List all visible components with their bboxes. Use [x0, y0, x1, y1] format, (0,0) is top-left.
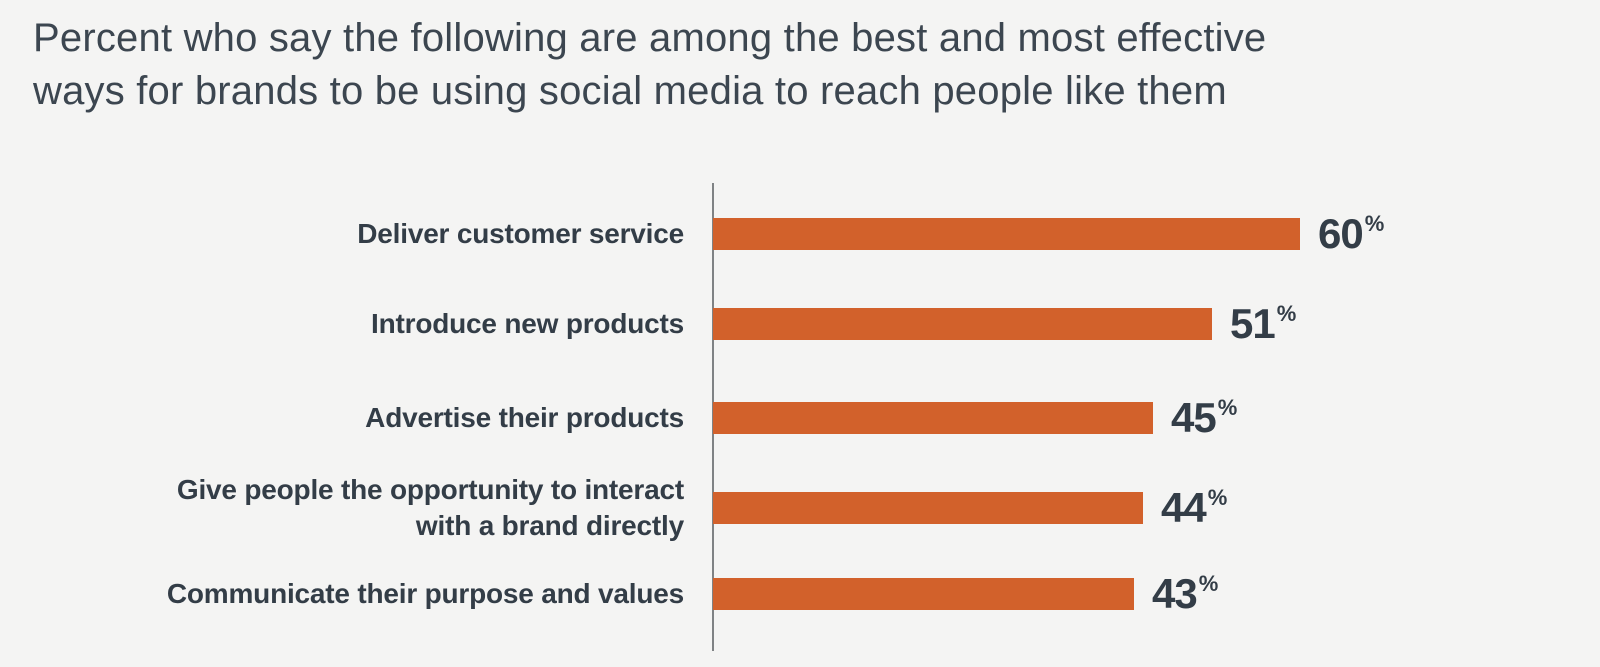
category-label: Introduce new products [371, 308, 684, 339]
chart-title: Percent who say the following are among … [33, 12, 1266, 118]
percent-sign: % [1198, 571, 1219, 596]
percent-sign: % [1364, 211, 1385, 236]
bar [713, 218, 1300, 250]
percent-sign: % [1276, 301, 1297, 326]
percent-sign: % [1207, 485, 1228, 510]
value-label: 44% [1161, 487, 1227, 529]
bar [713, 402, 1153, 434]
value-label: 45% [1171, 397, 1237, 439]
value-number: 44 [1161, 484, 1207, 531]
category-label: Advertise their products [365, 402, 684, 433]
category-label: Give people the opportunity to interact … [176, 474, 684, 541]
value-label: 43% [1152, 573, 1218, 615]
value-number: 51 [1230, 300, 1276, 347]
value-label: 51% [1230, 303, 1296, 345]
value-number: 60 [1318, 210, 1364, 257]
category-label: Communicate their purpose and values [166, 578, 684, 609]
chart-title-line-2: ways for brands to be using social media… [33, 69, 1227, 113]
bar [713, 308, 1212, 340]
value-label: 60% [1318, 213, 1384, 255]
value-number: 43 [1152, 570, 1198, 617]
value-number: 45 [1171, 394, 1217, 441]
percent-sign: % [1217, 395, 1238, 420]
chart-title-line-1: Percent who say the following are among … [33, 16, 1267, 60]
bar [713, 578, 1134, 610]
bar [713, 492, 1143, 524]
category-label: Deliver customer service [357, 218, 684, 249]
